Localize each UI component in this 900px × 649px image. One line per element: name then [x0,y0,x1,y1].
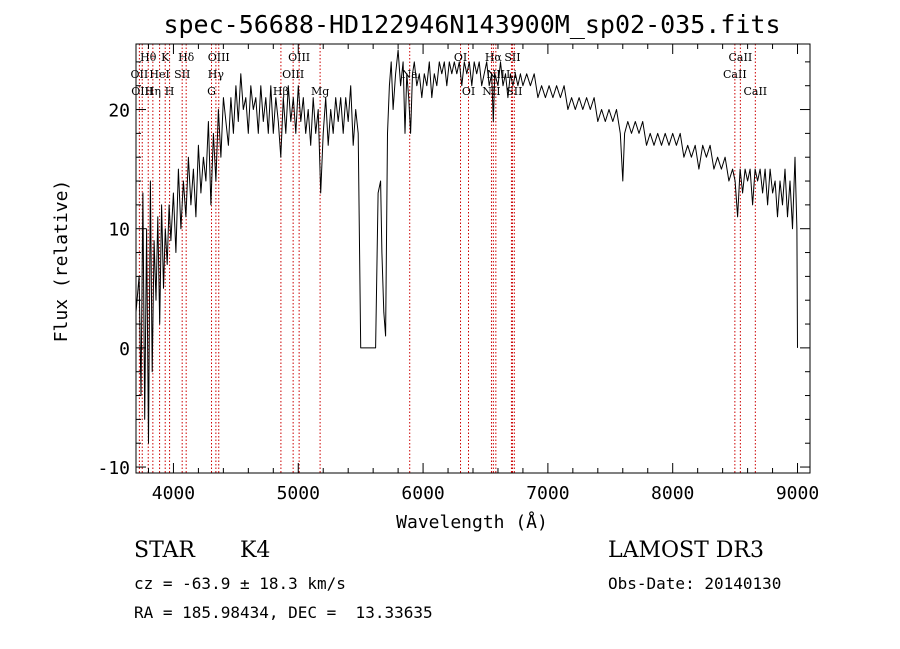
spectral-line-label: CaII [723,68,747,81]
y-axis-label: Flux (relative) [51,180,72,343]
spectral-line-label: OIII [288,51,310,64]
spectral-line-label: Mg [311,85,329,98]
spectral-line-label: OII [131,68,149,81]
spectral-line-label: SII [506,85,522,98]
x-tick-label: 6000 [401,483,444,504]
x-tick-label: 4000 [152,483,195,504]
classification-label: STAR [134,538,195,563]
spectral-line-label: Hβ [273,85,289,98]
x-tick-label: 7000 [526,483,569,504]
coordinates-readout: RA = 185.98434, DEC = 13.33635 [134,603,433,622]
obs-date-readout: Obs-Date: 20140130 [608,574,782,593]
spectral-line-label: CaII [743,85,767,98]
spectral-line-label: Hγ [208,68,225,81]
spectral-line-label: SII [504,51,520,64]
spectral-line-label: CaII [729,51,753,64]
y-tick-label: 20 [108,101,130,122]
x-tick-label: 8000 [651,483,694,504]
spectral-line-label: OIII [208,51,230,64]
y-tick-label: 0 [119,339,130,360]
spectral-line-label: OIII [131,85,153,98]
x-tick-label: 9000 [776,483,819,504]
x-axis: 4000 5000 6000 7000 8000 9000 [147,44,819,504]
flux-series-line [135,49,798,444]
y-tick-label: 10 [108,220,130,241]
spectral-line-label: NII [482,85,500,98]
chart-title: spec-56688-HD122946N143900M_sp02-035.fit… [163,10,780,39]
spectral-line-label: K [161,51,170,64]
y-tick-label: -10 [97,458,130,479]
x-tick-label: 5000 [277,483,320,504]
spectral-line-label: Hη [145,85,161,98]
spectral-line-label: Li [506,68,517,81]
survey-label: LAMOST DR3 [608,538,764,563]
redshift-readout: cz = -63.9 ± 18.3 km/s [134,574,346,593]
subclass-label: K4 [240,538,271,563]
spectral-line-label: OI [462,85,475,98]
spectral-line-label: SII [174,68,190,81]
spectral-line-label: Hα [485,51,503,64]
x-axis-label: Wavelength (Å) [396,511,548,533]
spectral-line-label: OI [454,51,467,64]
spectral-line-markers [138,44,756,473]
spectral-line-label: G [207,85,216,98]
spectral-line-label: H [165,85,175,98]
spectral-line-label: Na [402,68,419,81]
spectral-line-label: Hθ [140,51,157,64]
spectral-line-label: Hδ [178,51,195,64]
spectral-line-label: HeI [149,68,169,81]
spectral-line-label: OIII [282,68,304,81]
y-axis: -10 0 10 20 [97,61,810,479]
